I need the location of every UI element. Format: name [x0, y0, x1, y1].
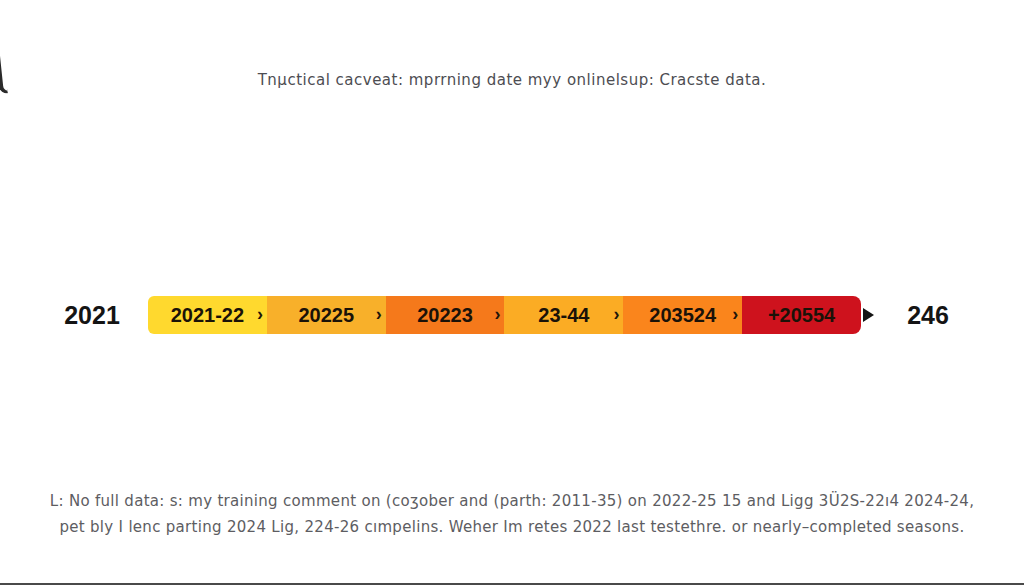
- top-caption: Tnμctical cacveat: mprrning date myy onl…: [0, 71, 1024, 89]
- timeline-segment-label: 20223: [417, 304, 473, 327]
- separator-chevron-icon: ›: [613, 305, 619, 323]
- footnote-line-1: L: No full data: s: my training comment …: [0, 488, 1024, 514]
- timeline-start-label: 2021: [64, 301, 120, 330]
- timeline-end-label: 246: [896, 301, 960, 330]
- timeline-segment-label: 2021-22: [171, 304, 244, 327]
- timeline-segment: › 20225: [267, 296, 386, 334]
- timeline-segment: ›+20554: [742, 296, 861, 334]
- footnote-line-2: pet bly I lenc parting 2024 Lig, 224-26 …: [0, 514, 1024, 540]
- footnote: L: No full data: s: my training comment …: [0, 488, 1024, 540]
- separator-chevron-icon: ›: [376, 305, 382, 323]
- separator-chevron-icon: ›: [495, 305, 501, 323]
- timeline-segment: › 23-44: [504, 296, 623, 334]
- timeline-segment-label: +20554: [768, 304, 835, 327]
- timeline-bar: 2021-22›20225›20223›23-44›203524›+20554: [148, 296, 861, 334]
- timeline-segment: › 203524: [623, 296, 742, 334]
- separator-chevron-icon: ›: [732, 305, 738, 323]
- timeline: 2021 2021-22›20225›20223›23-44›203524›+2…: [64, 296, 960, 334]
- separator-chevron-icon: ›: [257, 305, 263, 323]
- timeline-segment-label: 203524: [649, 304, 716, 327]
- timeline-segment: › 20223: [386, 296, 505, 334]
- end-arrow-icon: [863, 308, 874, 322]
- timeline-segment-label: 23-44: [538, 304, 589, 327]
- timeline-segment-label: 20225: [298, 304, 354, 327]
- timeline-segment: 2021-22: [148, 296, 267, 334]
